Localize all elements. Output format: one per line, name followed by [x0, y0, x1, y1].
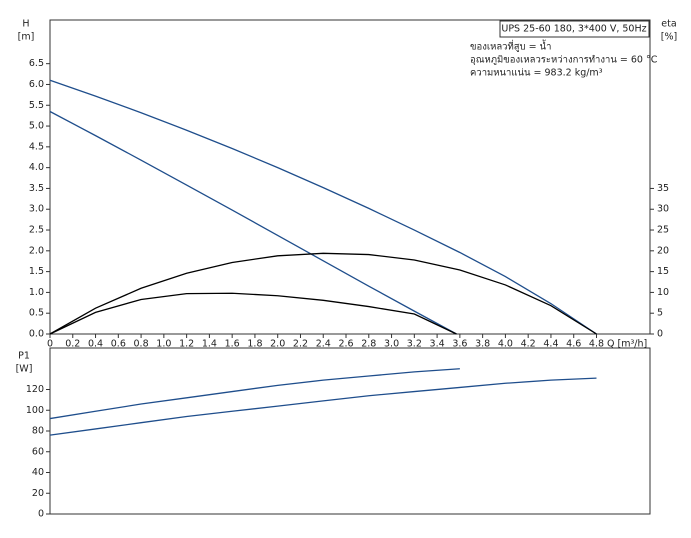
x-tick-label: 0.8 — [134, 339, 149, 350]
y-tick-label: 0.5 — [29, 308, 44, 319]
x-tick-label: 0.6 — [111, 339, 126, 350]
annotation: ของเหลวที่สูบ = น้ำ — [470, 40, 551, 53]
curve — [49, 110, 457, 335]
x-tick-label: 1.4 — [202, 339, 217, 350]
curve — [49, 252, 597, 335]
x-tick-label: 2.6 — [338, 339, 353, 350]
y2-tick-label: 30 — [657, 204, 669, 215]
x-tick-label: 4.0 — [498, 339, 513, 350]
y-axis-label: P1 — [18, 351, 30, 362]
y2-tick-label: 15 — [657, 266, 669, 277]
y-tick-label: 6.5 — [29, 58, 44, 69]
y-tick-label: 40 — [32, 467, 44, 478]
y-axis-unit: [m] — [18, 32, 35, 43]
annotation: อุณหภูมิของเหลวระหว่างการทำงาน = 60 °C — [470, 55, 658, 66]
x-tick-label: 2.0 — [270, 339, 285, 350]
y2-tick-label: 20 — [657, 245, 669, 256]
x-tick-label: 2.2 — [293, 339, 308, 350]
x-tick-label: 0.2 — [65, 339, 80, 350]
y-tick-label: 120 — [26, 384, 44, 395]
y2-tick-label: 25 — [657, 225, 669, 236]
bottom-plot-frame — [49, 347, 651, 515]
y-tick-label: 4.5 — [29, 141, 44, 152]
curve — [49, 79, 597, 335]
x-tick-label: 0.4 — [88, 339, 103, 350]
x-tick-label: 4.2 — [521, 339, 536, 350]
y2-tick-label: 35 — [657, 183, 669, 194]
y-tick-label: 2.0 — [29, 245, 44, 256]
y-tick-label: 2.5 — [29, 225, 44, 236]
y2-tick-label: 10 — [657, 287, 669, 298]
y-tick-label: 6.0 — [29, 79, 44, 90]
y2-tick-label: 0 — [657, 329, 663, 340]
x-tick-label: 1.8 — [247, 339, 262, 350]
x-tick-label: 3.4 — [430, 339, 445, 350]
y-tick-label: 0.0 — [29, 329, 44, 340]
y-tick-label: 1.0 — [29, 287, 44, 298]
x-tick-label: 1.6 — [225, 339, 240, 350]
y-tick-label: 60 — [32, 446, 44, 457]
curve — [49, 368, 460, 420]
y2-tick-label: 5 — [657, 308, 663, 319]
y-tick-label: 80 — [32, 426, 44, 437]
y2-axis-label: eta — [661, 19, 676, 30]
x-tick-label: 4.8 — [589, 339, 604, 350]
y-tick-label: 20 — [32, 488, 44, 499]
x-tick-label: 2.8 — [361, 339, 376, 350]
x-tick-label: 3.2 — [407, 339, 422, 350]
x-tick-label: 0 — [47, 339, 53, 350]
y-tick-label: 5.0 — [29, 121, 44, 132]
y-tick-label: 100 — [26, 405, 44, 416]
annotation: ความหนาแน่น = 983.2 kg/m³ — [470, 68, 603, 79]
y-tick-label: 3.5 — [29, 183, 44, 194]
x-tick-label: 1.0 — [156, 339, 171, 350]
y2-axis-unit: [%] — [661, 32, 677, 43]
x-tick-label: 4.4 — [543, 339, 558, 350]
curve — [49, 292, 457, 335]
legend-box — [499, 20, 650, 38]
top-plot-frame — [49, 19, 651, 335]
x-tick-label: 3.0 — [384, 339, 399, 350]
x-tick-label: 2.4 — [316, 339, 331, 350]
y-tick-label: 4.0 — [29, 162, 44, 173]
x-tick-label: 4.6 — [566, 339, 581, 350]
x-tick-label: 1.2 — [179, 339, 194, 350]
y-tick-label: 3.0 — [29, 204, 44, 215]
y-tick-label: 5.5 — [29, 100, 44, 111]
y-axis-label: H — [22, 19, 29, 30]
curve — [49, 377, 597, 436]
x-axis-label: Q [m³/h] — [607, 339, 647, 350]
y-tick-label: 0 — [38, 509, 44, 520]
x-tick-label: 3.8 — [475, 339, 490, 350]
y-axis-unit: [W] — [16, 364, 33, 375]
chart-title: UPS 25-60 180, 3*400 V, 50Hz — [501, 24, 646, 35]
x-tick-label: 3.6 — [452, 339, 467, 350]
y-tick-label: 1.5 — [29, 266, 44, 277]
